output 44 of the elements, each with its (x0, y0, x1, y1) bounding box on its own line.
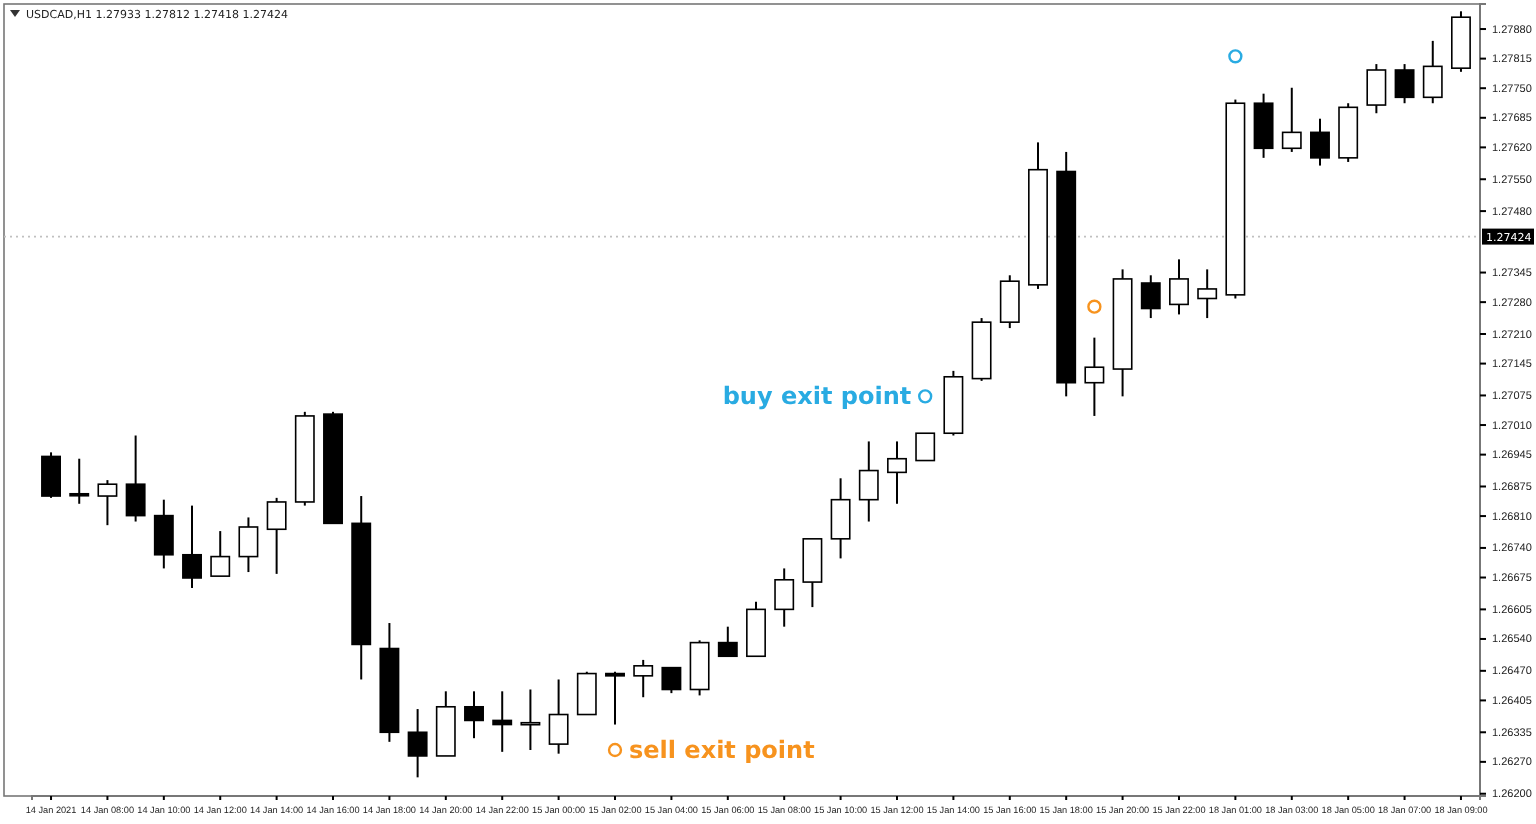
point (1228, 49, 1243, 64)
candlestick (41, 451, 61, 499)
candlestick (1394, 63, 1415, 105)
candlestick (1084, 336, 1105, 417)
candlestick (830, 477, 851, 560)
candlestick (210, 530, 231, 578)
series-label: sell exit point (629, 736, 816, 765)
candlestick (464, 690, 484, 740)
candlestick (153, 498, 174, 570)
candlestick (774, 567, 795, 628)
candlestick (125, 434, 146, 523)
candlestick (576, 670, 597, 716)
candlestick (887, 440, 907, 505)
candlestick (802, 537, 823, 609)
candlestick (633, 658, 654, 699)
candlestick (1197, 268, 1218, 320)
point (1087, 299, 1102, 314)
candlestick (717, 625, 738, 658)
candlestick (182, 504, 202, 589)
candlestick (407, 708, 428, 779)
candlestick (69, 457, 90, 505)
candlestick (1422, 39, 1443, 105)
candlestick (605, 670, 625, 726)
candlestick (492, 690, 513, 753)
candlestick (858, 440, 879, 523)
candlestick (746, 600, 766, 658)
candlestick (999, 274, 1020, 330)
candlestick (1253, 92, 1274, 159)
candlestick (548, 678, 569, 755)
point (607, 742, 623, 758)
candlestick (1281, 86, 1302, 153)
candlestick (1366, 63, 1387, 115)
candlestick (238, 516, 259, 574)
candlestick (1310, 117, 1330, 167)
candlestick (661, 666, 682, 695)
candlestick (915, 432, 936, 462)
point (918, 389, 933, 404)
candlestick (689, 639, 710, 697)
candlestick (266, 496, 287, 575)
candlestick (520, 688, 541, 752)
candlestick (1169, 258, 1189, 316)
candlestick (97, 479, 118, 527)
series-label: buy exit point (722, 382, 912, 411)
candlestick (1140, 274, 1161, 320)
